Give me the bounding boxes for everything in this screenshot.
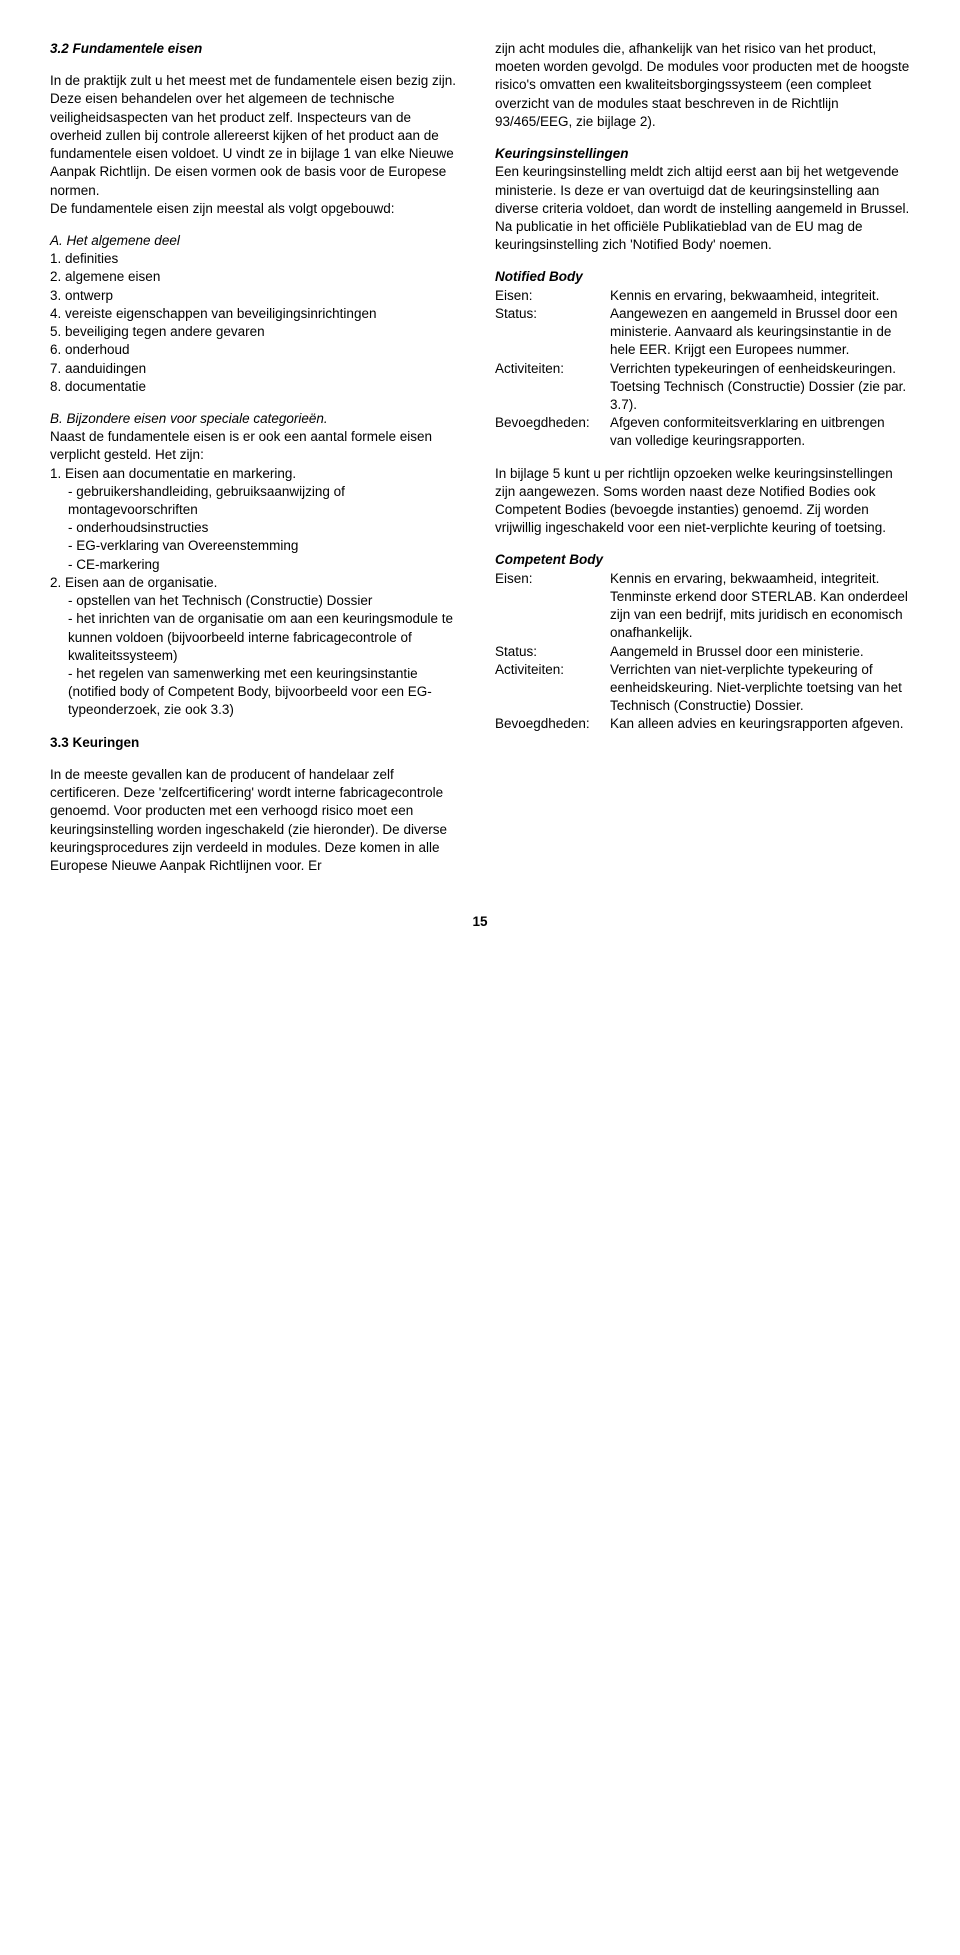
list-sub-item: - CE-markering — [50, 556, 465, 574]
list-a: A. Het algemene deel 1. definities 2. al… — [50, 232, 465, 396]
list-item: 5. beveiliging tegen andere gevaren — [50, 323, 465, 341]
nb-eisen-label: Eisen: — [495, 287, 610, 305]
page-number: 15 — [50, 913, 910, 931]
heading-3-2: 3.2 Fundamentele eisen — [50, 40, 465, 58]
nb-bev-label: Bevoegdheden: — [495, 414, 610, 450]
list-item: 6. onderhoud — [50, 341, 465, 359]
list-a-title: A. Het algemene deel — [50, 232, 465, 250]
text: In de praktijk zult u het meest met de f… — [50, 73, 456, 197]
list-sub-item: - het inrichten van de organisatie om aa… — [50, 610, 465, 665]
list-b-title: B. Bijzondere eisen voor speciale catego… — [50, 410, 465, 428]
cb-act-value: Verrichten van niet-verplichte typekeuri… — [610, 661, 910, 716]
cb-eisen-label: Eisen: — [495, 570, 610, 643]
heading-notified-body: Notified Body — [495, 268, 910, 286]
nb-act-value: Verrichten typekeuringen of eenheidskeur… — [610, 360, 910, 415]
spacer — [50, 756, 465, 766]
list-sub-item: - onderhoudsinstructies — [50, 519, 465, 537]
heading-3-3: 3.3 Keuringen — [50, 734, 465, 752]
list-item: 1. Eisen aan documentatie en markering. — [50, 465, 465, 483]
list-item: 4. vereiste eigenschappen van beveiligin… — [50, 305, 465, 323]
list-item: 7. aanduidingen — [50, 360, 465, 378]
para-bijlage5: In bijlage 5 kunt u per richtlijn opzoek… — [495, 465, 910, 538]
text: De fundamentele eisen zijn meestal als v… — [50, 201, 394, 216]
list-item: 2. algemene eisen — [50, 268, 465, 286]
text: Naast de fundamentele eisen is er ook ee… — [50, 428, 465, 464]
nb-status-value: Aangewezen en aangemeld in Brussel door … — [610, 305, 910, 360]
list-sub-item: - het regelen van samenwerking met een k… — [50, 665, 465, 683]
cb-bev-value: Kan alleen advies en keuringsrapporten a… — [610, 715, 910, 733]
para-3-3: In de meeste gevallen kan de producent o… — [50, 766, 465, 875]
para-3-2-intro: In de praktijk zult u het meest met de f… — [50, 72, 465, 218]
list-sub-item: - gebruikershandleiding, gebruiksaanwijz… — [50, 483, 465, 519]
table-competent-body: Eisen: Kennis en ervaring, bekwaamheid, … — [495, 570, 910, 734]
nb-act-label: Activiteiten: — [495, 360, 610, 415]
cb-status-label: Status: — [495, 643, 610, 661]
nb-eisen-value: Kennis en ervaring, bekwaamheid, integri… — [610, 287, 910, 305]
list-item: 2. Eisen aan de organisatie. — [50, 574, 465, 592]
two-column-layout: 3.2 Fundamentele eisen In de praktijk zu… — [50, 40, 910, 889]
para-keuringsinstellingen: Een keuringsinstelling meldt zich altijd… — [495, 163, 910, 254]
table-notified-body: Eisen: Kennis en ervaring, bekwaamheid, … — [495, 287, 910, 451]
nb-status-label: Status: — [495, 305, 610, 360]
list-sub-item: (notified body of Competent Body, bijvoo… — [50, 683, 465, 719]
heading-keuringsinstellingen: Keuringsinstellingen — [495, 145, 910, 163]
list-sub-item: - opstellen van het Technisch (Construct… — [50, 592, 465, 610]
cb-bev-label: Bevoegdheden: — [495, 715, 610, 733]
cb-act-label: Activiteiten: — [495, 661, 610, 716]
list-sub-item: - EG-verklaring van Overeenstemming — [50, 537, 465, 555]
right-column: zijn acht modules die, afhankelijk van h… — [495, 40, 910, 889]
cb-status-value: Aangemeld in Brussel door een ministerie… — [610, 643, 910, 661]
cb-eisen-value: Kennis en ervaring, bekwaamheid, integri… — [610, 570, 910, 643]
heading-competent-body: Competent Body — [495, 551, 910, 569]
para-right-1: zijn acht modules die, afhankelijk van h… — [495, 40, 910, 131]
list-item: 3. ontwerp — [50, 287, 465, 305]
list-item: 8. documentatie — [50, 378, 465, 396]
list-item: 1. definities — [50, 250, 465, 268]
left-column: 3.2 Fundamentele eisen In de praktijk zu… — [50, 40, 465, 889]
nb-bev-value: Afgeven conformiteitsverklaring en uitbr… — [610, 414, 910, 450]
list-b: B. Bijzondere eisen voor speciale catego… — [50, 410, 465, 720]
